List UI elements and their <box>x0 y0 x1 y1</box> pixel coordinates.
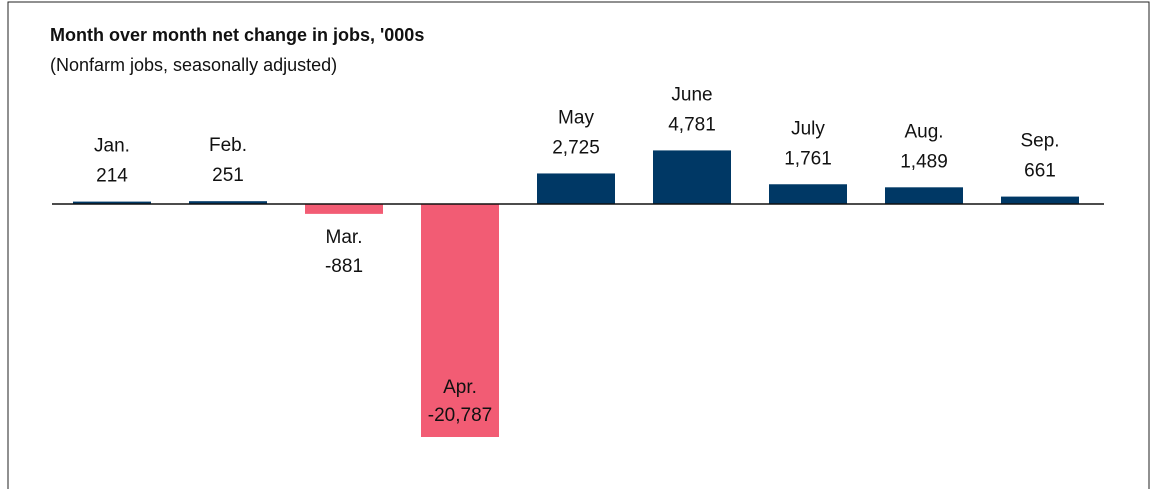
category-label: Jan. <box>94 136 130 157</box>
category-label: Feb. <box>209 135 247 156</box>
frame <box>7 1 1150 489</box>
bar <box>653 150 731 204</box>
category-label: June <box>671 84 712 105</box>
bar <box>537 173 615 204</box>
value-label: 2,725 <box>552 137 600 158</box>
value-label: 661 <box>1024 161 1056 182</box>
bar <box>189 201 267 204</box>
value-label: 1,489 <box>900 151 948 172</box>
value-label: -20,787 <box>428 405 492 426</box>
bar <box>73 201 151 204</box>
chart-subtitle: (Nonfarm jobs, seasonally adjusted) <box>50 55 337 75</box>
value-label: 1,761 <box>784 148 832 169</box>
bar <box>305 204 383 214</box>
bar <box>885 187 963 204</box>
category-label: Apr. <box>443 377 477 398</box>
category-label: Mar. <box>326 227 363 248</box>
category-label: Aug. <box>904 121 943 142</box>
bar <box>1001 196 1079 204</box>
value-label: 251 <box>212 165 244 186</box>
chart-title: Month over month net change in jobs, '00… <box>50 25 424 45</box>
category-label: July <box>791 118 825 139</box>
category-label: Sep. <box>1020 131 1059 152</box>
bar <box>769 184 847 204</box>
value-label: 4,781 <box>668 114 716 135</box>
category-label: May <box>558 107 594 128</box>
value-label: 214 <box>96 166 128 187</box>
bar <box>421 204 499 437</box>
value-label: -881 <box>325 256 363 277</box>
